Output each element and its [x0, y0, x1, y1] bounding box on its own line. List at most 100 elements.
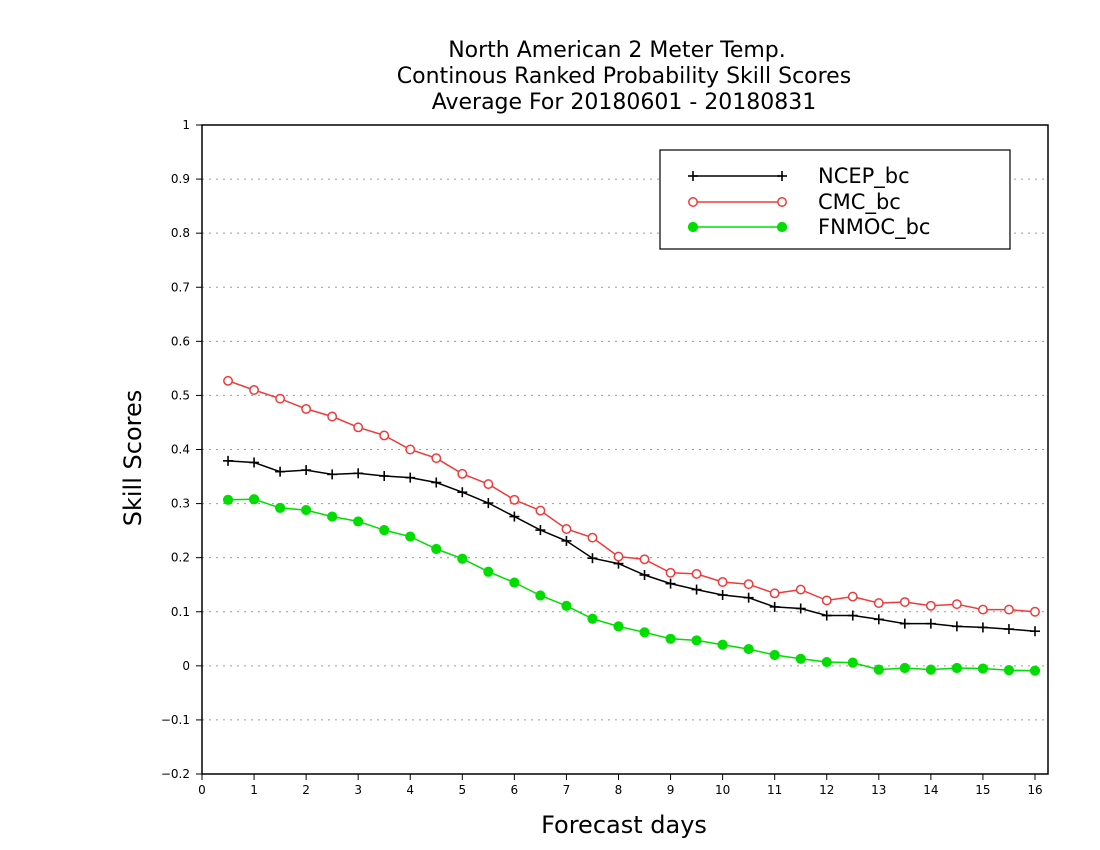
data-point: [1003, 665, 1015, 676]
legend-marker: [777, 171, 787, 181]
data-point: [691, 635, 702, 646]
data-point: [353, 422, 364, 433]
data-point: [457, 468, 468, 479]
data-point: [587, 613, 598, 624]
data-point: [821, 595, 832, 606]
y-tick-label: 0.1: [171, 605, 190, 619]
x-tick-label: 3: [354, 783, 362, 797]
x-tick-label: 2: [302, 783, 310, 797]
data-point: [795, 603, 806, 614]
data-point: [769, 588, 780, 599]
data-point: [587, 553, 598, 564]
series-line: [227, 460, 1036, 632]
data-point: [561, 600, 572, 611]
x-tick-label: 15: [975, 783, 990, 797]
data-point: [379, 430, 390, 441]
data-point: [821, 610, 832, 621]
data-point: [691, 568, 702, 579]
data-point: [431, 477, 442, 488]
data-point: [951, 662, 962, 674]
legend-item: CMC_bc: [688, 190, 901, 215]
data-point: [613, 551, 624, 562]
data-point: [483, 566, 494, 577]
y-tick-label: 1: [182, 118, 190, 132]
data-point: [535, 590, 546, 601]
x-tick-label: 4: [406, 783, 414, 797]
data-point: [665, 567, 676, 578]
chart-title-line-1: North American 2 Meter Temp.: [448, 38, 786, 63]
data-point: [249, 457, 260, 468]
data-point: [275, 393, 286, 404]
chart-title-line-3: Average For 20180601 - 20180831: [432, 90, 817, 115]
data-point: [457, 553, 468, 564]
data-point: [1029, 626, 1040, 637]
x-tick-label: 13: [871, 783, 886, 797]
data-point: [275, 466, 286, 477]
data-point: [1004, 604, 1014, 615]
series-line: [227, 498, 1036, 672]
series-CMC_bc: [223, 375, 1040, 617]
x-axis: 0 1 2 3 4 5 6 7 8 9 10 11 12 13 14 15 16: [198, 774, 1043, 797]
data-point: [717, 589, 728, 600]
y-tick-label: 0.8: [171, 226, 190, 240]
data-point: [795, 584, 806, 595]
legend-marker: [777, 197, 787, 207]
x-tick-label: 9: [667, 783, 675, 797]
data-point: [483, 479, 494, 490]
data-point: [535, 505, 546, 516]
data-point: [925, 618, 936, 629]
data-point: [223, 455, 234, 466]
data-point: [457, 487, 468, 498]
data-point: [925, 600, 936, 611]
x-tick-label: 10: [715, 783, 730, 797]
y-tick-label: 0.4: [171, 443, 190, 457]
x-tick-label: 1: [250, 783, 258, 797]
data-point: [327, 469, 338, 480]
legend-label: FNMOC_bc: [818, 215, 930, 240]
data-point: [223, 375, 233, 386]
data-point: [977, 663, 989, 674]
data-point: [951, 621, 962, 632]
data-point: [379, 471, 390, 482]
data-point: [821, 656, 832, 668]
x-tick-label: 11: [767, 783, 782, 797]
y-tick-label: 0: [182, 659, 190, 673]
y-axis-title: Skill Scores: [119, 390, 147, 527]
data-point: [639, 627, 650, 638]
legend-marker: [776, 221, 788, 233]
data-point: [977, 604, 988, 615]
data-point: [665, 633, 676, 644]
data-point: [769, 649, 780, 661]
grid-lines: [202, 178, 1048, 721]
data-point: [899, 662, 910, 674]
series-FNMOC_bc: [222, 494, 1041, 676]
data-point: [561, 535, 572, 546]
chart-title: North American 2 Meter Temp. Continous R…: [397, 38, 851, 115]
data-point: [301, 465, 312, 476]
data-point: [743, 643, 754, 655]
data-point: [899, 618, 910, 629]
y-tick-label: 0.6: [171, 334, 190, 348]
series-layer: [222, 375, 1041, 676]
x-tick-label: 6: [511, 783, 519, 797]
data-point: [743, 592, 754, 603]
y-tick-label: −0.1: [161, 713, 190, 727]
data-point: [665, 578, 676, 589]
legend-item: NCEP_bc: [688, 164, 910, 189]
data-point: [613, 621, 624, 632]
data-point: [431, 543, 442, 555]
data-point: [301, 504, 312, 516]
data-point: [717, 577, 728, 587]
data-point: [248, 494, 260, 505]
data-point: [847, 610, 858, 621]
data-point: [951, 599, 962, 610]
y-tick-label: 0.9: [171, 172, 190, 186]
data-point: [535, 525, 546, 536]
data-point: [327, 511, 338, 522]
data-point: [274, 502, 286, 514]
y-tick-label: 0.2: [171, 551, 190, 565]
x-tick-label: 7: [563, 783, 571, 797]
legend-marker: [688, 197, 698, 207]
data-point: [743, 579, 754, 590]
